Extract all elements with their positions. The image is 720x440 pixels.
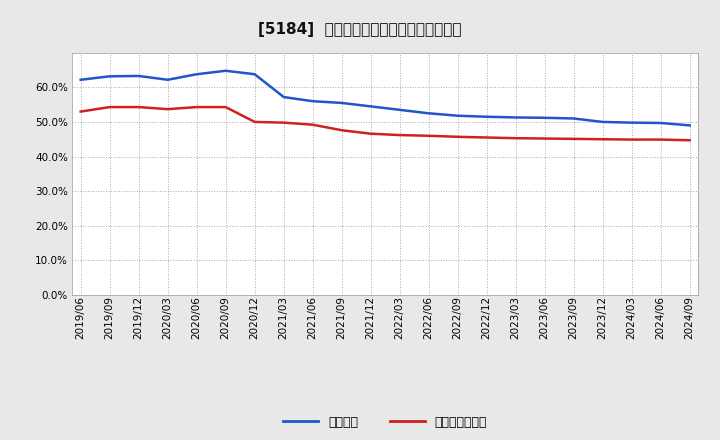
固定長期適合率: [541, 136, 549, 141]
固定比率: [308, 99, 317, 104]
固定比率: [541, 115, 549, 121]
固定長期適合率: [511, 136, 520, 141]
固定比率: [570, 116, 578, 121]
固定比率: [598, 119, 607, 125]
固定長期適合率: [685, 138, 694, 143]
固定長期適合率: [105, 104, 114, 110]
固定長期適合率: [308, 122, 317, 127]
固定長期適合率: [482, 135, 491, 140]
Line: 固定長期適合率: 固定長期適合率: [81, 107, 690, 140]
固定比率: [424, 110, 433, 116]
Legend: 固定比率, 固定長期適合率: 固定比率, 固定長期適合率: [284, 416, 487, 429]
固定比率: [395, 107, 404, 113]
固定比率: [366, 104, 375, 109]
固定比率: [76, 77, 85, 82]
固定長期適合率: [338, 128, 346, 133]
固定比率: [657, 121, 665, 126]
固定長期適合率: [424, 133, 433, 139]
固定比率: [338, 100, 346, 106]
固定比率: [192, 72, 201, 77]
固定比率: [482, 114, 491, 119]
固定長期適合率: [366, 131, 375, 136]
固定比率: [163, 77, 172, 82]
固定比率: [251, 72, 259, 77]
固定比率: [279, 95, 288, 100]
固定長期適合率: [598, 136, 607, 142]
固定長期適合率: [570, 136, 578, 142]
固定長期適合率: [657, 137, 665, 142]
固定長期適合率: [135, 104, 143, 110]
固定比率: [105, 73, 114, 79]
固定比率: [511, 115, 520, 120]
固定長期適合率: [221, 104, 230, 110]
固定長期適合率: [395, 132, 404, 138]
固定長期適合率: [279, 120, 288, 125]
固定比率: [685, 123, 694, 128]
固定比率: [135, 73, 143, 79]
固定比率: [454, 113, 462, 118]
固定比率: [627, 120, 636, 125]
固定比率: [221, 68, 230, 73]
Text: [5184]  固定比率、固定長期適合率の推移: [5184] 固定比率、固定長期適合率の推移: [258, 22, 462, 37]
固定長期適合率: [627, 137, 636, 142]
固定長期適合率: [454, 134, 462, 139]
固定長期適合率: [76, 109, 85, 114]
固定長期適合率: [163, 106, 172, 112]
固定長期適合率: [192, 104, 201, 110]
固定長期適合率: [251, 119, 259, 125]
Line: 固定比率: 固定比率: [81, 71, 690, 125]
